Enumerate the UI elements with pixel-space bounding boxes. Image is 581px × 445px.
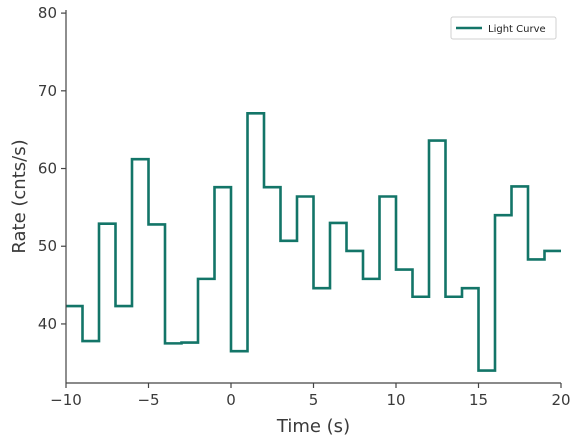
x-tick-label: −10 bbox=[50, 391, 82, 409]
legend-box bbox=[450, 16, 557, 40]
legend: Light Curve bbox=[450, 16, 557, 40]
plot-area bbox=[66, 112, 561, 372]
x-tick-label: −5 bbox=[137, 391, 159, 409]
y-axis-label: Rate (cnts/s) bbox=[9, 139, 30, 253]
legend-label-light-curve: Light Curve bbox=[488, 24, 546, 35]
y-tick-label: 80 bbox=[38, 4, 57, 22]
y-tick-label: 60 bbox=[38, 160, 57, 178]
y-tick-label: 50 bbox=[38, 237, 57, 255]
series-line-light-curve bbox=[66, 112, 561, 372]
x-tick-label: 20 bbox=[551, 391, 570, 409]
x-tick-label: 0 bbox=[226, 391, 236, 409]
x-axis-label: Time (s) bbox=[276, 416, 350, 437]
y-tick-label: 70 bbox=[38, 82, 57, 100]
y-tick-label: 40 bbox=[38, 315, 57, 333]
axis-ticks: −10 −5 0 5 10 15 20 40 50 60 70 80 bbox=[38, 4, 571, 409]
x-tick-label: 5 bbox=[309, 391, 319, 409]
x-tick-label: 10 bbox=[386, 391, 405, 409]
x-tick-label: 15 bbox=[469, 391, 488, 409]
